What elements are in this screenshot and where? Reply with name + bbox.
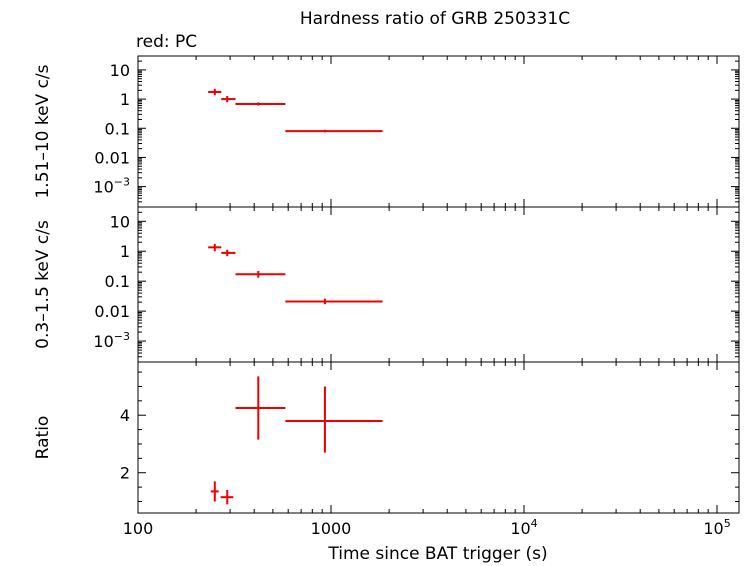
y-tick-label: 10−3 [93, 330, 130, 351]
x-axis-label: Time since BAT trigger (s) [327, 544, 547, 564]
data-point [235, 102, 286, 106]
y-tick-label: 4 [120, 406, 130, 425]
y-tick-label: 10 [110, 61, 130, 80]
panel-1-frame [137, 55, 740, 208]
y-tick-label: 10−3 [93, 176, 130, 197]
y-tick-label: 0.01 [94, 148, 130, 167]
data-point [208, 243, 222, 252]
panel-1-y-axis-label: 1.51–10 keV c/s [33, 64, 53, 198]
panel-3-y-axis-label: Ratio [33, 416, 53, 460]
data-point [221, 249, 236, 257]
y-tick-label: 10 [110, 212, 130, 231]
data-point [208, 88, 222, 96]
panels-layer: 10 1 0.1 0.01 10−3 1.51–10 keV c/s 10 1 0.1 0.01 1… [33, 55, 740, 538]
y-tick-label: 0.1 [105, 119, 130, 138]
data-point [235, 270, 286, 278]
chart-title: Hardness ratio of GRB 250331C [300, 9, 570, 29]
y-tick-label: 1 [120, 242, 130, 261]
panel-2-y-axis-label: 0.3–1.5 keV c/s [33, 220, 53, 349]
y-tick-label: 0.01 [94, 302, 130, 321]
x-tick-label: 104 [510, 517, 537, 538]
x-tick-label: 100 [123, 519, 154, 538]
y-tick-label: 2 [120, 464, 130, 483]
data-point [285, 386, 383, 453]
data-point [220, 489, 234, 505]
data-point [285, 129, 383, 133]
y-tick-label: 0.1 [105, 272, 130, 291]
x-tick-label: 105 [703, 517, 730, 538]
data-point [285, 298, 383, 305]
panel-3-frame [137, 361, 740, 514]
data-point [210, 481, 219, 502]
y-tick-label: 1 [120, 90, 130, 109]
chart-subtitle: red: PC [136, 32, 197, 52]
panel-2-frame [137, 206, 740, 363]
data-point [235, 376, 286, 440]
data-point [221, 95, 236, 103]
x-tick-label: 1000 [311, 519, 352, 538]
